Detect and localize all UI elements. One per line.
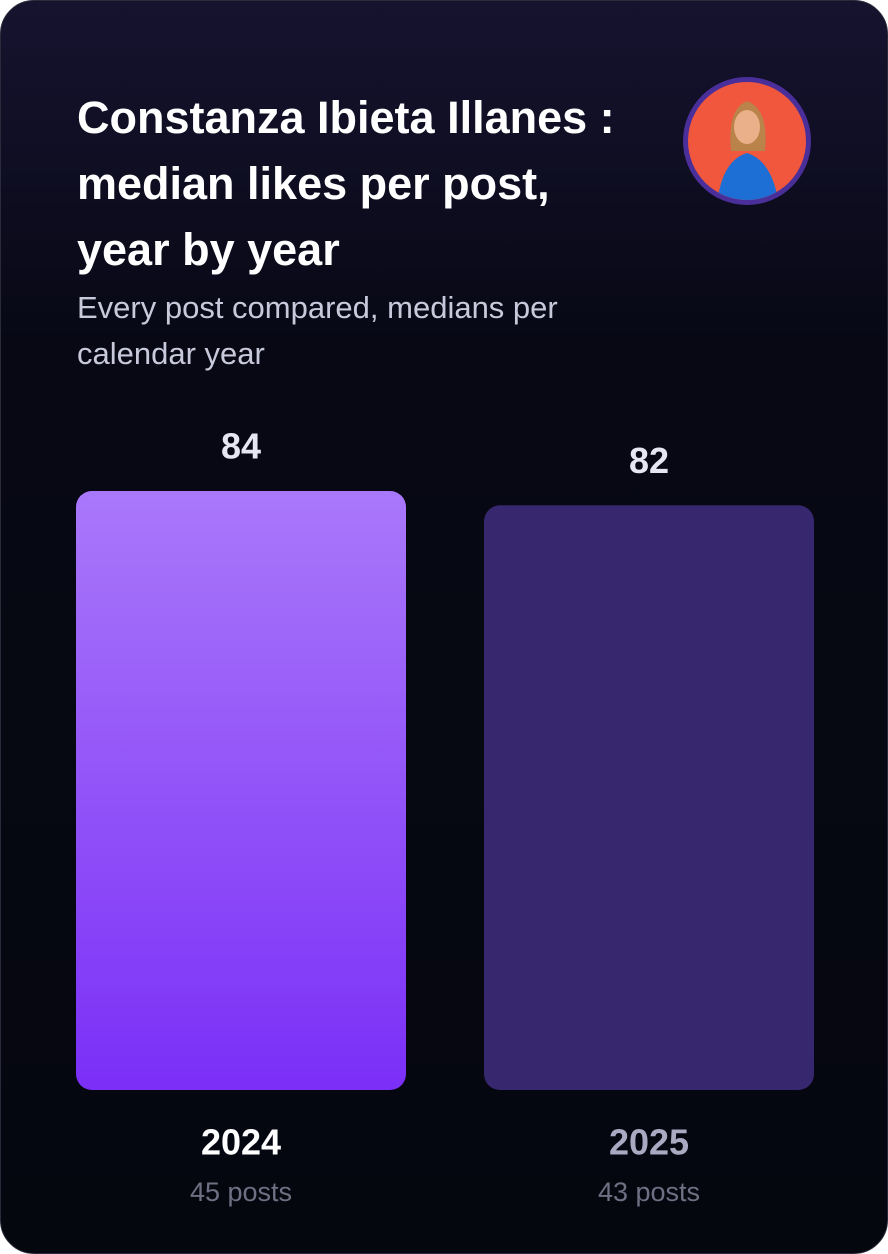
avatar xyxy=(683,77,811,205)
chart-subtitle: Every post compared, medians per calenda… xyxy=(77,290,558,371)
chart-title: Constanza Ibieta Illanes : median likes … xyxy=(77,92,615,275)
value-label: 82 xyxy=(629,440,669,481)
bar-highlight xyxy=(76,491,406,1090)
category-label: 2025 xyxy=(609,1122,689,1163)
post-count: 43 posts xyxy=(598,1177,700,1207)
bar xyxy=(484,505,814,1090)
post-count: 45 posts xyxy=(190,1177,292,1207)
category-label: 2024 xyxy=(201,1122,281,1163)
value-label: 84 xyxy=(221,426,261,467)
